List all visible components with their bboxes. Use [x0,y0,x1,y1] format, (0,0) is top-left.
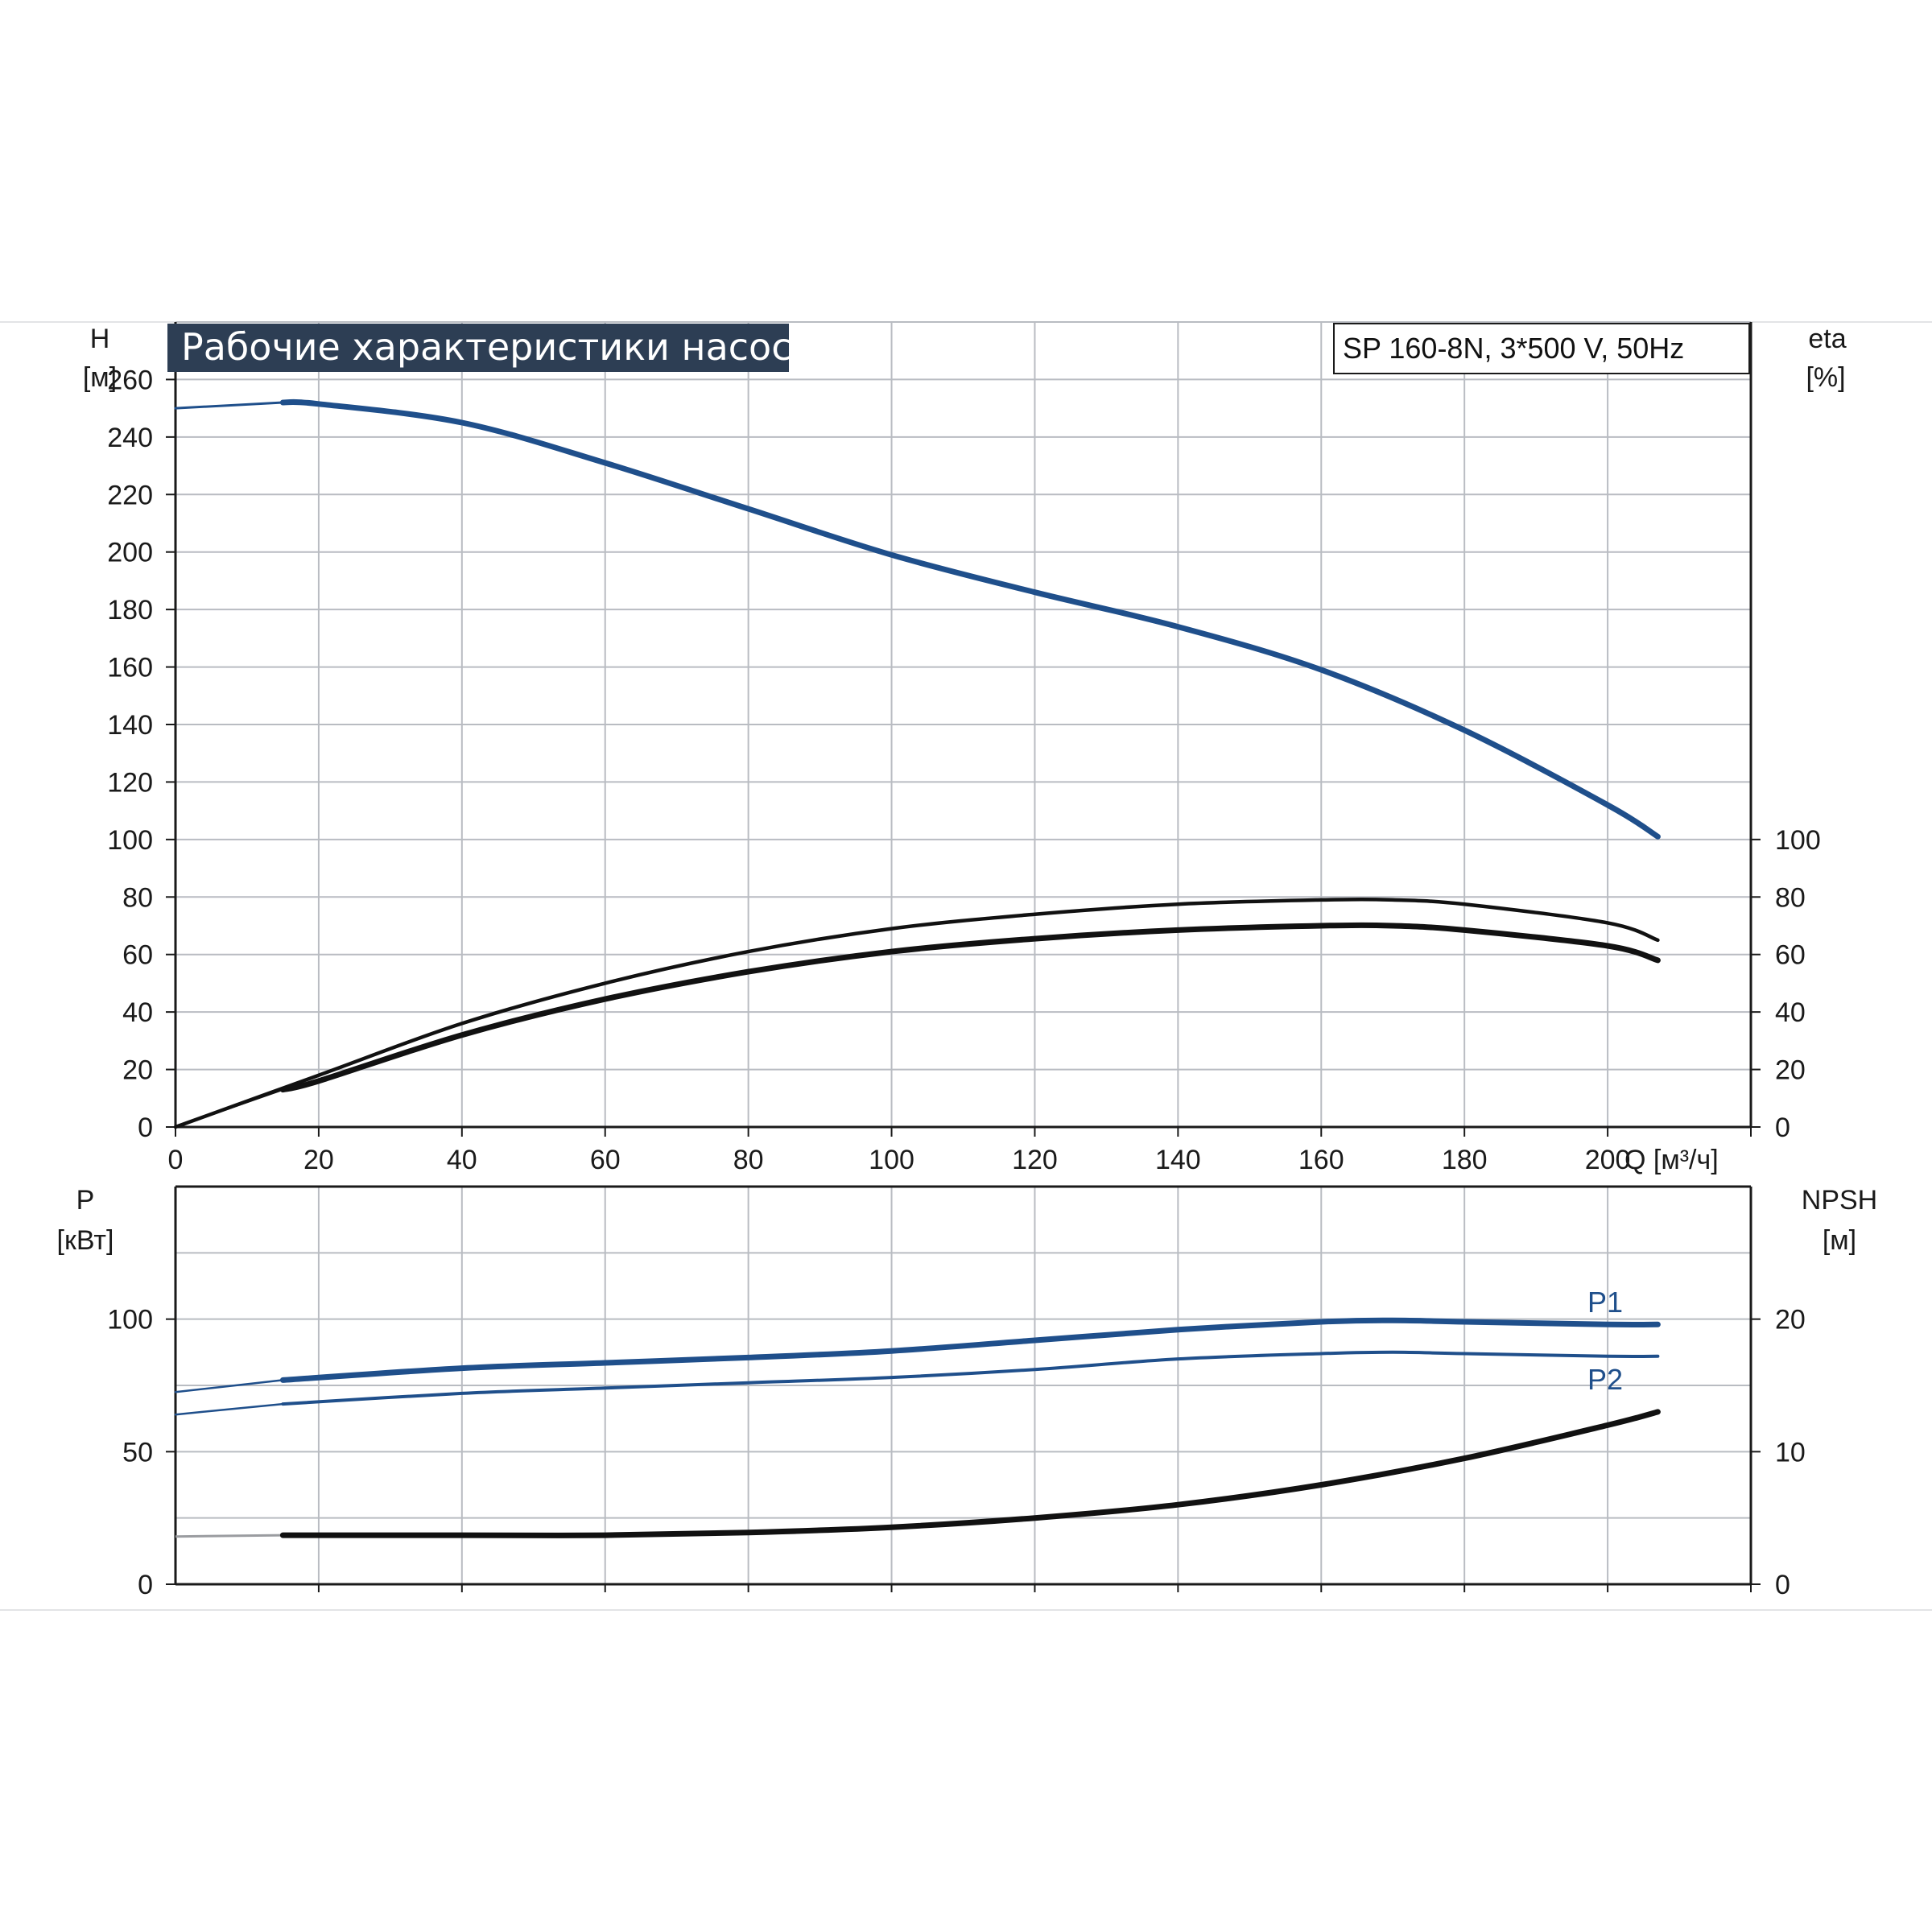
y-right-label-symbol: eta [1808,324,1846,354]
npsh-label-symbol: NPSH [1802,1185,1877,1216]
power-npsh-panel: 0 50 100 0 10 20 P [кВт] NPSH [м] P1 P2 [57,1185,1878,1600]
x-tick-label: 80 [733,1145,764,1175]
y-right-label-unit: [%] [1806,362,1845,393]
x-tick-label: 0 [168,1145,184,1175]
p-label-symbol: P [76,1185,95,1216]
efficiency-curve-total [279,922,1661,1093]
top-curves [173,398,1661,1129]
y-right-tick-label: 60 [1775,940,1806,971]
x-tick-label: 140 [1155,1145,1201,1175]
power-p1-curve-extrapolated [174,1379,284,1393]
title-badge [167,324,789,372]
efficiency-curve-total-extrapolated [174,1088,284,1129]
y-right-tick-label: 100 [1775,825,1821,856]
y-left-tick-label: 40 [122,997,153,1028]
x-tick-label: 40 [447,1145,477,1175]
bottom-curves [174,1317,1661,1538]
chart-title: Рабочие характеристики насоса [181,325,815,369]
npsh-curve-extrapolated [175,1534,283,1538]
x-tick-label: 60 [590,1145,621,1175]
x-axis-label: Q [м³/ч] [1624,1145,1719,1175]
head-curve [279,398,1661,840]
x-tick-label: 120 [1012,1145,1058,1175]
npsh-curve [279,1409,1661,1538]
y-left-tick-label: 60 [122,940,153,971]
efficiency-curve-pump [173,897,1660,1129]
npsh-tick-label: 20 [1775,1305,1806,1335]
head-curve-extrapolated [174,401,284,410]
y-right-tick-label: 40 [1775,997,1806,1028]
npsh-label-unit: [м] [1823,1225,1856,1256]
top-ticks: 0 20 40 60 80 100 120 140 160 180 2000204060801001… [107,365,1820,1175]
y-left-tick-label: 120 [107,767,153,798]
p-tick-label: 50 [122,1437,153,1468]
x-tick-label: 100 [869,1145,914,1175]
y-left-label-symbol: H [90,324,110,354]
top-grid [175,321,1752,1127]
y-left-tick-label: 220 [107,480,153,510]
y-left-tick-label: 0 [138,1113,153,1143]
power-p2-curve [281,1350,1660,1406]
power-p2-curve-extrapolated [174,1402,284,1416]
p-label-unit: [кВт] [57,1225,114,1256]
x-tick-label: 160 [1298,1145,1344,1175]
p1-curve-label: P1 [1587,1286,1623,1319]
y-left-tick-label: 100 [107,825,153,856]
npsh-tick-label: 10 [1775,1437,1806,1468]
y-right-tick-label: 80 [1775,882,1806,913]
p-tick-label: 100 [107,1305,153,1335]
bottom-ticks: 0 50 100 0 10 20 [107,1305,1806,1600]
y-right-tick-label: 0 [1775,1113,1790,1143]
y-left-tick-label: 200 [107,538,153,568]
model-box [1333,323,1750,374]
power-p1-curve [279,1317,1661,1383]
x-tick-label: 180 [1442,1145,1488,1175]
head-efficiency-panel: 0 20 40 60 80 100 120 140 160 180 2000204060801001… [83,321,1847,1175]
y-left-tick-label: 180 [107,595,153,625]
y-left-tick-label: 160 [107,653,153,683]
y-right-tick-label: 20 [1775,1055,1806,1086]
y-left-tick-label: 80 [122,882,153,913]
p-tick-label: 0 [138,1570,153,1600]
x-tick-label: 20 [303,1145,334,1175]
npsh-tick-label: 0 [1775,1570,1790,1600]
y-left-label-unit: [м] [83,362,117,393]
y-left-tick-label: 240 [107,423,153,453]
y-left-tick-label: 260 [107,365,153,395]
model-label: SP 160-8N, 3*500 V, 50Hz [1343,332,1684,365]
x-tick-label: 200 [1585,1145,1631,1175]
p2-curve-label: P2 [1587,1363,1623,1396]
y-left-tick-label: 20 [122,1055,153,1086]
y-left-tick-label: 140 [107,710,153,741]
